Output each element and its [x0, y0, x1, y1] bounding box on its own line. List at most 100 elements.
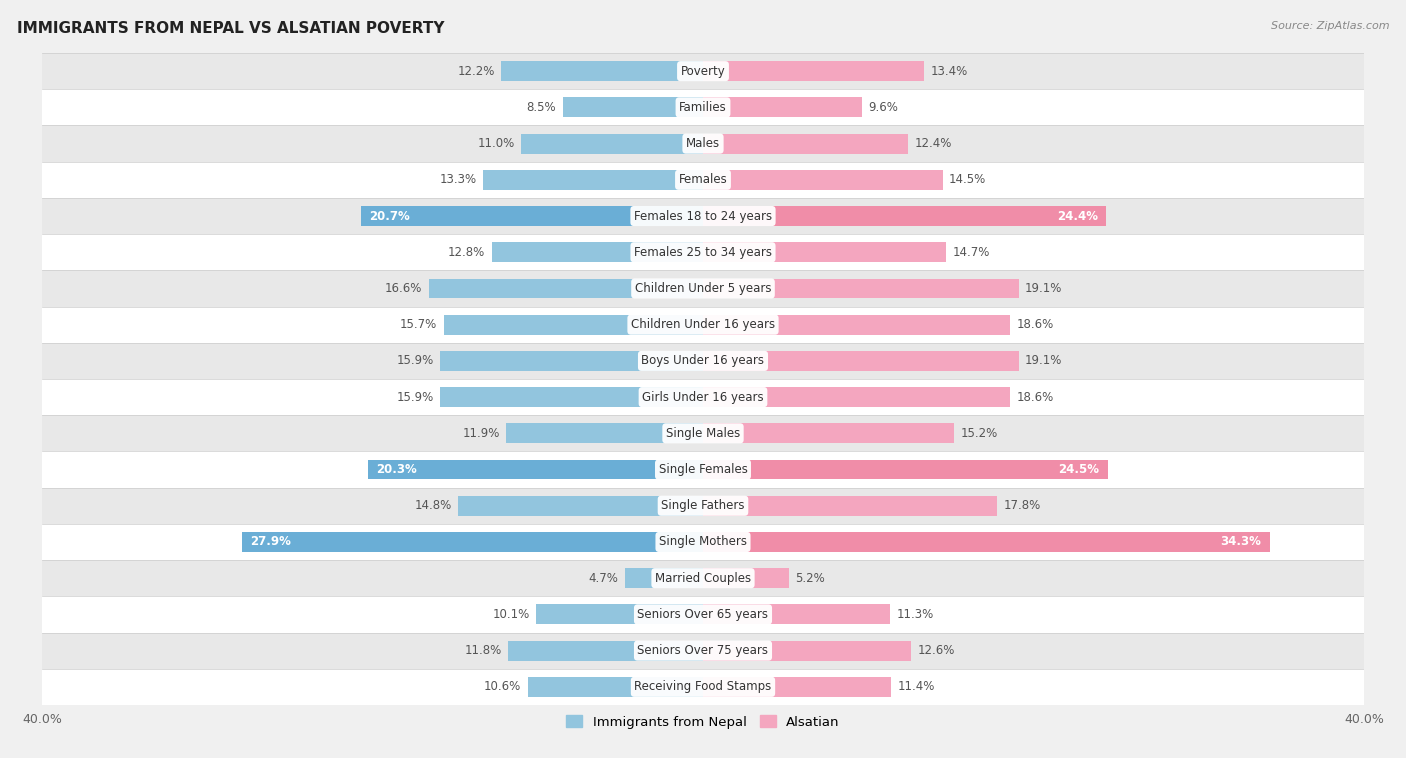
Text: Children Under 16 years: Children Under 16 years: [631, 318, 775, 331]
Text: 8.5%: 8.5%: [526, 101, 555, 114]
Bar: [703, 532, 1270, 552]
Text: Married Couples: Married Couples: [655, 572, 751, 584]
Text: Single Fathers: Single Fathers: [661, 500, 745, 512]
Text: 14.7%: 14.7%: [952, 246, 990, 258]
Bar: [361, 206, 703, 226]
Text: 15.9%: 15.9%: [396, 390, 433, 403]
Text: 34.3%: 34.3%: [1220, 535, 1261, 549]
Text: 12.6%: 12.6%: [918, 644, 955, 657]
Bar: [458, 496, 703, 515]
Bar: [42, 343, 1364, 379]
Legend: Immigrants from Nepal, Alsatian: Immigrants from Nepal, Alsatian: [561, 710, 845, 735]
Text: 20.3%: 20.3%: [375, 463, 416, 476]
Bar: [562, 98, 703, 117]
Bar: [703, 170, 942, 190]
Bar: [42, 632, 1364, 669]
Text: Females: Females: [679, 174, 727, 186]
Bar: [703, 424, 955, 443]
Text: 19.1%: 19.1%: [1025, 282, 1063, 295]
Bar: [484, 170, 703, 190]
Text: Single Mothers: Single Mothers: [659, 535, 747, 549]
Text: 27.9%: 27.9%: [250, 535, 291, 549]
Bar: [703, 315, 1011, 334]
Text: Receiving Food Stamps: Receiving Food Stamps: [634, 681, 772, 694]
Bar: [42, 198, 1364, 234]
Text: 11.0%: 11.0%: [478, 137, 515, 150]
Text: 12.8%: 12.8%: [447, 246, 485, 258]
Text: Single Females: Single Females: [658, 463, 748, 476]
Bar: [42, 161, 1364, 198]
Bar: [367, 459, 703, 480]
Bar: [42, 306, 1364, 343]
Text: Source: ZipAtlas.com: Source: ZipAtlas.com: [1271, 21, 1389, 31]
Text: 14.5%: 14.5%: [949, 174, 987, 186]
Text: 10.6%: 10.6%: [484, 681, 522, 694]
Bar: [42, 415, 1364, 452]
Bar: [440, 351, 703, 371]
Text: 5.2%: 5.2%: [796, 572, 825, 584]
Text: 13.3%: 13.3%: [440, 174, 477, 186]
Text: Families: Families: [679, 101, 727, 114]
Text: 13.4%: 13.4%: [931, 64, 969, 77]
Text: 24.4%: 24.4%: [1057, 209, 1098, 223]
Bar: [42, 89, 1364, 126]
Text: 18.6%: 18.6%: [1017, 318, 1054, 331]
Text: 11.3%: 11.3%: [896, 608, 934, 621]
Bar: [42, 234, 1364, 271]
Text: 15.7%: 15.7%: [399, 318, 437, 331]
Bar: [42, 271, 1364, 306]
Bar: [703, 496, 997, 515]
Bar: [536, 604, 703, 625]
Bar: [703, 641, 911, 660]
Bar: [703, 133, 908, 154]
Bar: [42, 379, 1364, 415]
Text: Females 18 to 24 years: Females 18 to 24 years: [634, 209, 772, 223]
Bar: [703, 98, 862, 117]
Bar: [506, 424, 703, 443]
Bar: [527, 677, 703, 697]
Bar: [703, 61, 924, 81]
Bar: [42, 126, 1364, 161]
Bar: [508, 641, 703, 660]
Bar: [42, 597, 1364, 632]
Text: IMMIGRANTS FROM NEPAL VS ALSATIAN POVERTY: IMMIGRANTS FROM NEPAL VS ALSATIAN POVERT…: [17, 21, 444, 36]
Text: 10.1%: 10.1%: [492, 608, 530, 621]
Text: Seniors Over 65 years: Seniors Over 65 years: [637, 608, 769, 621]
Text: Children Under 5 years: Children Under 5 years: [634, 282, 772, 295]
Bar: [42, 524, 1364, 560]
Text: 14.8%: 14.8%: [415, 500, 451, 512]
Text: Males: Males: [686, 137, 720, 150]
Bar: [522, 133, 703, 154]
Text: Poverty: Poverty: [681, 64, 725, 77]
Bar: [703, 604, 890, 625]
Bar: [703, 459, 1108, 480]
Bar: [440, 387, 703, 407]
Bar: [444, 315, 703, 334]
Bar: [42, 560, 1364, 597]
Bar: [703, 243, 946, 262]
Text: 17.8%: 17.8%: [1004, 500, 1040, 512]
Text: 15.2%: 15.2%: [960, 427, 998, 440]
Text: 20.7%: 20.7%: [370, 209, 411, 223]
Text: 15.9%: 15.9%: [396, 355, 433, 368]
Text: 11.9%: 11.9%: [463, 427, 499, 440]
Text: Females 25 to 34 years: Females 25 to 34 years: [634, 246, 772, 258]
Bar: [703, 351, 1018, 371]
Text: 11.8%: 11.8%: [464, 644, 502, 657]
Text: 12.2%: 12.2%: [457, 64, 495, 77]
Text: Seniors Over 75 years: Seniors Over 75 years: [637, 644, 769, 657]
Text: 24.5%: 24.5%: [1059, 463, 1099, 476]
Bar: [703, 387, 1011, 407]
Bar: [703, 206, 1107, 226]
Bar: [42, 487, 1364, 524]
Text: 16.6%: 16.6%: [385, 282, 422, 295]
Bar: [502, 61, 703, 81]
Bar: [429, 278, 703, 299]
Text: 19.1%: 19.1%: [1025, 355, 1063, 368]
Text: 11.4%: 11.4%: [898, 681, 935, 694]
Text: 9.6%: 9.6%: [868, 101, 898, 114]
Text: Girls Under 16 years: Girls Under 16 years: [643, 390, 763, 403]
Text: Single Males: Single Males: [666, 427, 740, 440]
Text: 18.6%: 18.6%: [1017, 390, 1054, 403]
Bar: [492, 243, 703, 262]
